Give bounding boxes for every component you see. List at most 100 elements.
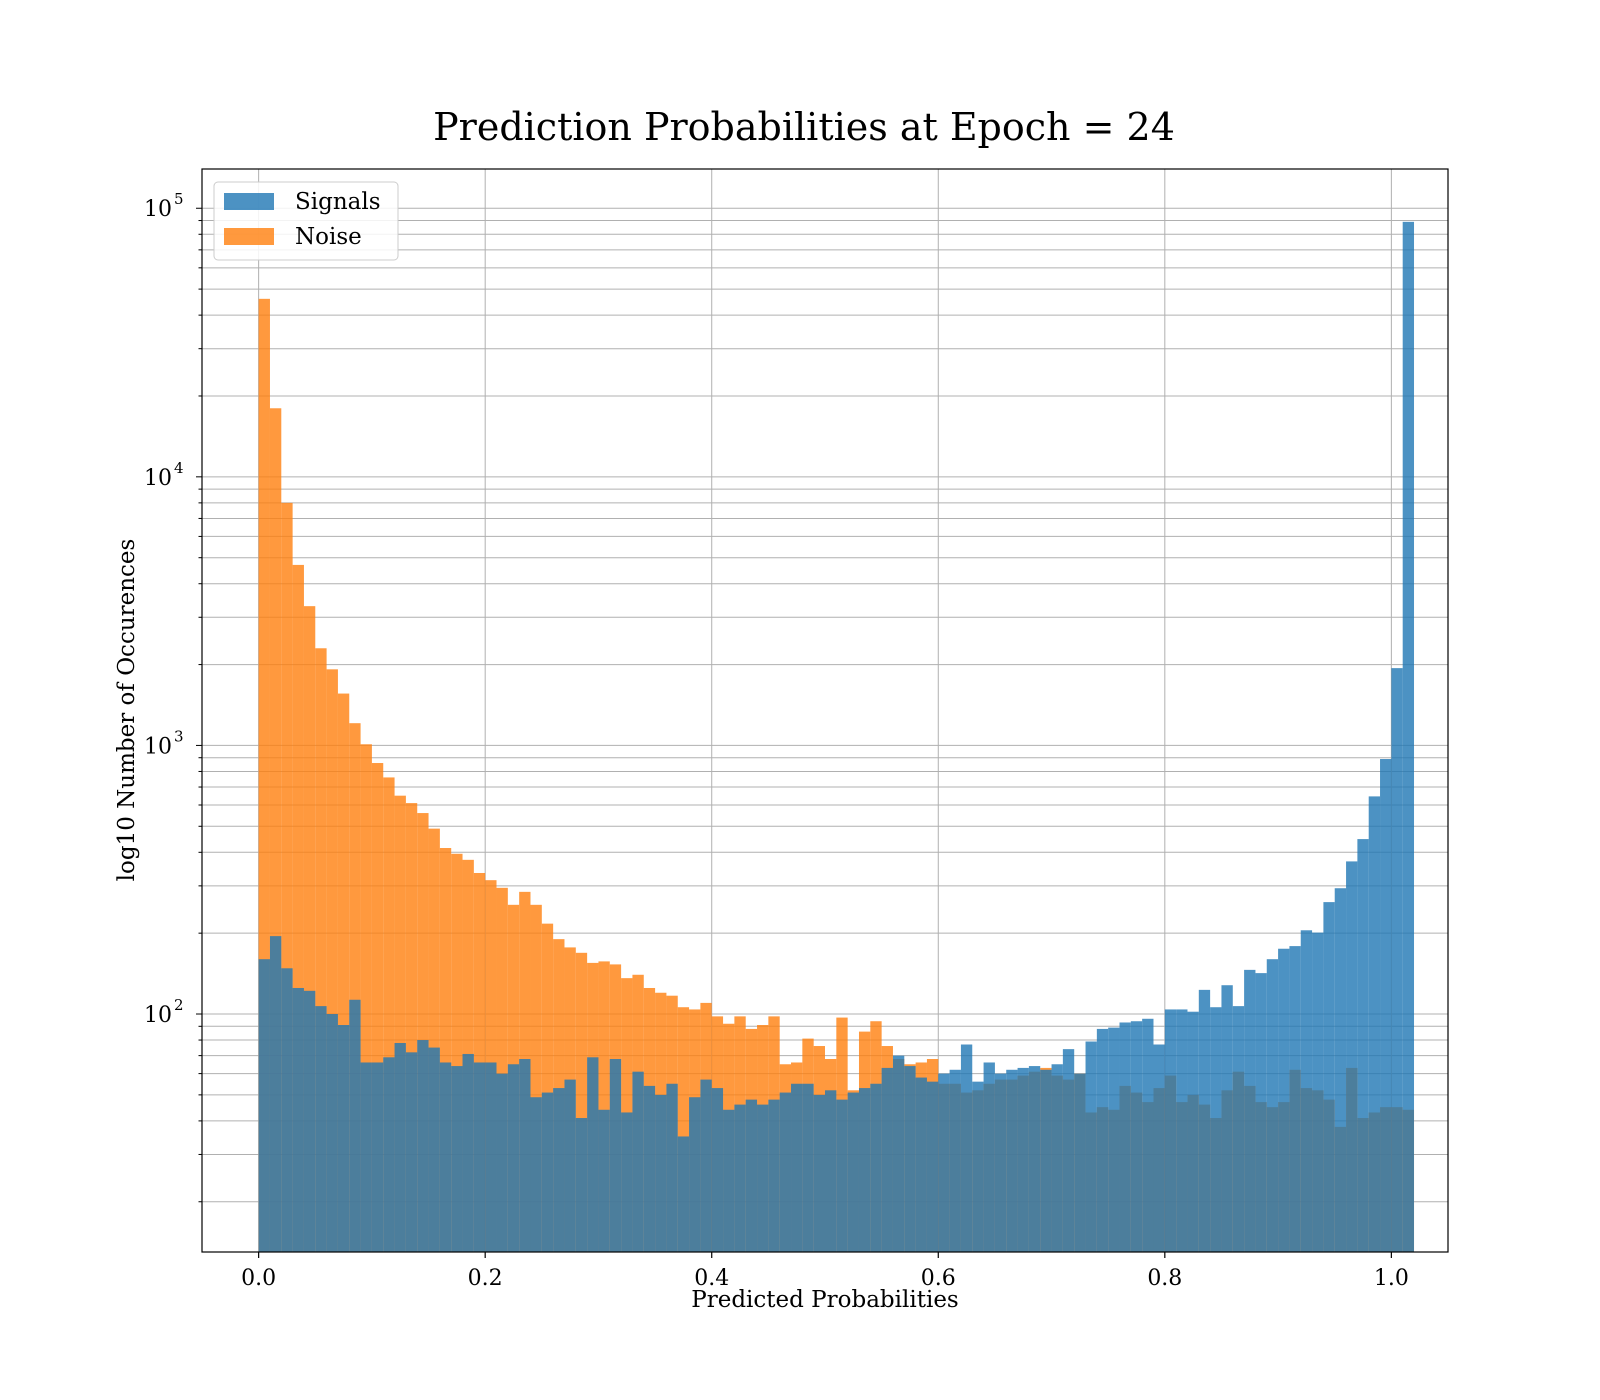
signal-bar bbox=[1028, 1066, 1041, 1252]
signal-bar bbox=[1096, 1028, 1109, 1252]
legend-label-noise: Noise bbox=[295, 224, 362, 250]
legend-label-signals: Signals bbox=[295, 189, 381, 215]
signal-bar bbox=[745, 1099, 758, 1252]
signal-bar bbox=[485, 1062, 497, 1252]
signal-bar bbox=[496, 1073, 508, 1252]
y-tick-label: 10 bbox=[144, 466, 172, 491]
signal-bars bbox=[258, 221, 1415, 1252]
noise-bar bbox=[383, 777, 395, 1252]
y-axis-label: log10 Number of Occurences bbox=[114, 539, 140, 882]
signal-bar bbox=[938, 1073, 950, 1252]
signal-bar bbox=[779, 1092, 792, 1252]
signal-bar bbox=[904, 1066, 916, 1252]
noise-bar bbox=[451, 853, 463, 1252]
y-tick-exponent: 4 bbox=[174, 459, 184, 477]
signal-bar bbox=[1232, 1006, 1245, 1252]
noise-bar bbox=[496, 887, 508, 1252]
noise-bar bbox=[677, 1007, 690, 1252]
signal-bar bbox=[315, 1006, 327, 1252]
signal-bar bbox=[1040, 1069, 1052, 1252]
signal-bar bbox=[677, 1136, 690, 1252]
noise-bar bbox=[360, 744, 372, 1252]
noise-bar bbox=[269, 408, 282, 1252]
signal-bar bbox=[564, 1079, 576, 1252]
signal-bar bbox=[994, 1073, 1007, 1252]
noise-bar bbox=[337, 693, 350, 1252]
signal-bar bbox=[1142, 1018, 1154, 1252]
y-tick-label: 10 bbox=[144, 197, 172, 222]
signal-bar bbox=[507, 1064, 520, 1252]
noise-bar bbox=[530, 904, 542, 1252]
signal-bar bbox=[1085, 1041, 1097, 1252]
signal-bar bbox=[632, 1071, 644, 1252]
signal-bar bbox=[1312, 932, 1324, 1252]
signal-bar bbox=[1164, 1009, 1177, 1252]
signal-bar bbox=[791, 1083, 803, 1252]
signal-bar bbox=[1130, 1021, 1143, 1252]
signal-bar bbox=[473, 1062, 486, 1252]
signal-bar bbox=[960, 1044, 973, 1252]
signal-bar bbox=[1198, 989, 1211, 1252]
signal-bar bbox=[575, 1118, 588, 1252]
signal-bar bbox=[870, 1083, 882, 1252]
signal-bar bbox=[621, 1112, 633, 1252]
signal-bar bbox=[1108, 1027, 1120, 1252]
signal-bar bbox=[1006, 1069, 1018, 1252]
x-tick-label: 1.0 bbox=[1374, 1266, 1409, 1291]
y-tick-exponent: 3 bbox=[174, 727, 184, 745]
signal-bar bbox=[337, 1025, 350, 1252]
x-axis-label: Predicted Probabilities bbox=[691, 1287, 959, 1313]
signal-bar bbox=[519, 1059, 531, 1252]
signal-bar bbox=[1368, 796, 1381, 1252]
signal-bar bbox=[383, 1057, 395, 1252]
x-tick-label: 0.0 bbox=[241, 1266, 276, 1291]
signal-bar bbox=[1255, 973, 1267, 1252]
signal-bar bbox=[711, 1088, 724, 1252]
y-tick-label: 10 bbox=[144, 734, 172, 759]
signal-bar bbox=[1062, 1049, 1075, 1252]
signal-bar bbox=[723, 1109, 735, 1252]
signal-bar bbox=[972, 1081, 984, 1252]
signal-bar bbox=[700, 1079, 712, 1252]
x-tick-label: 0.8 bbox=[1147, 1266, 1182, 1291]
noise-bar bbox=[439, 848, 452, 1252]
y-tick-exponent: 2 bbox=[174, 996, 184, 1014]
signal-bar bbox=[1380, 759, 1392, 1252]
signal-bar bbox=[281, 968, 293, 1252]
signal-bar bbox=[292, 987, 304, 1252]
legend-swatch-noise bbox=[224, 228, 274, 245]
signal-bar bbox=[1300, 930, 1313, 1252]
signal-bar bbox=[813, 1094, 825, 1252]
x-axis-ticks: 0.0 0.2 0.4 0.6 0.8 1.0 bbox=[241, 1252, 1409, 1291]
signal-bar bbox=[689, 1097, 701, 1252]
noise-bar bbox=[326, 669, 338, 1252]
signal-bar bbox=[258, 959, 270, 1252]
signal-bar bbox=[360, 1062, 372, 1252]
signal-bar bbox=[1266, 959, 1279, 1252]
x-tick-label: 0.2 bbox=[468, 1266, 503, 1291]
signal-bar bbox=[1346, 861, 1358, 1252]
signal-bar bbox=[1244, 969, 1256, 1252]
signal-bar bbox=[1153, 1044, 1165, 1252]
plot-area-frame bbox=[201, 168, 1449, 1253]
noise-bar bbox=[281, 502, 293, 1252]
signal-bar bbox=[1278, 948, 1290, 1252]
signal-bar bbox=[1074, 1073, 1086, 1252]
signal-bar bbox=[1357, 839, 1369, 1252]
signal-bar bbox=[1334, 888, 1347, 1252]
y-tick-label: 10 bbox=[144, 1003, 172, 1028]
signal-bar bbox=[768, 1099, 780, 1252]
legend: Signals Noise bbox=[213, 181, 399, 261]
signal-bar bbox=[825, 1090, 837, 1252]
signal-bar bbox=[462, 1053, 474, 1252]
signal-bar bbox=[349, 999, 361, 1252]
signal-bar bbox=[666, 1083, 678, 1252]
signal-bar bbox=[881, 1067, 893, 1252]
x-tick-label: 0.6 bbox=[921, 1266, 956, 1291]
noise-bar bbox=[303, 606, 316, 1252]
signal-bar bbox=[405, 1052, 418, 1252]
noise-bar bbox=[405, 803, 418, 1252]
noise-bar bbox=[417, 813, 429, 1252]
